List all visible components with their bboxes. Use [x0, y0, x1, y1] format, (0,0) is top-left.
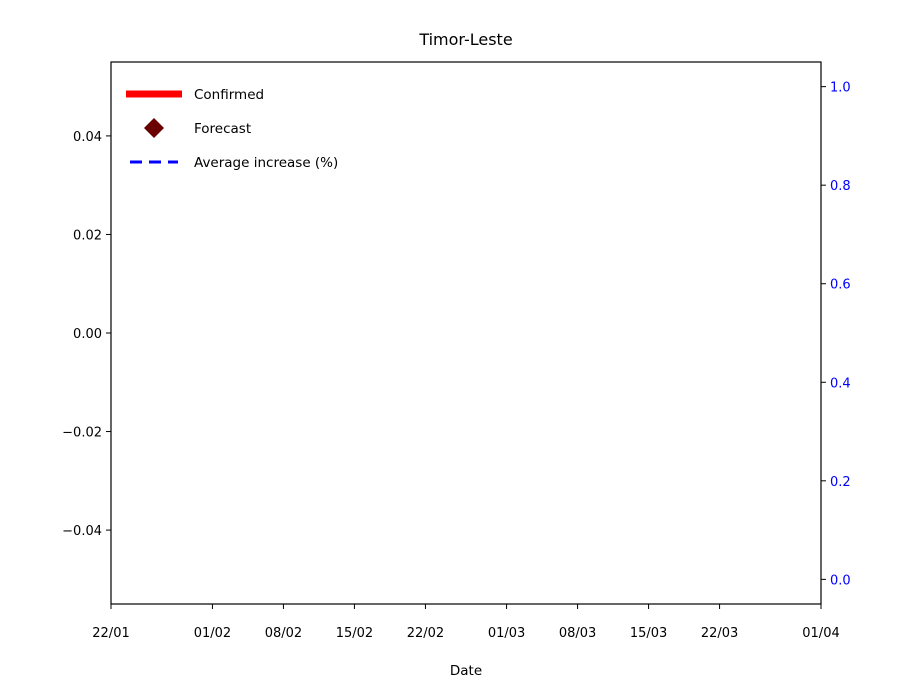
right-y-tick-label: 0.6 — [830, 278, 851, 293]
right-y-tick-label: 0.4 — [830, 376, 851, 391]
x-axis: 22/01 01/02 08/02 15/02 22/02 01/03 08/03 15/03… — [92, 604, 840, 641]
x-tick-label: 22/01 — [92, 626, 129, 641]
x-tick-label: 08/03 — [559, 626, 596, 641]
left-y-tick-label: 0.04 — [73, 130, 102, 145]
legend: Confirmed Forecast Average increase (%) — [126, 87, 338, 171]
right-y-tick-label: 0.0 — [830, 573, 851, 588]
legend-item: Confirmed — [126, 87, 264, 103]
left-y-tick-label: −0.04 — [62, 524, 102, 539]
x-axis-label: Date — [450, 663, 482, 679]
legend-item: Forecast — [144, 118, 251, 138]
right-y-axis: 0.0 0.2 0.4 0.6 0.8 1.0 — [821, 81, 851, 588]
x-tick-label: 01/02 — [194, 626, 231, 641]
left-y-tick-label: 0.02 — [73, 228, 102, 243]
right-y-tick-label: 0.2 — [830, 475, 851, 490]
chart-title: Timor-Leste — [418, 30, 512, 49]
legend-label: Forecast — [194, 121, 251, 137]
legend-swatch-forecast — [144, 118, 164, 138]
left-y-tick-label: 0.00 — [73, 327, 102, 342]
right-y-tick-label: 0.8 — [830, 179, 851, 194]
x-tick-label: 15/03 — [630, 626, 667, 641]
legend-label: Confirmed — [194, 87, 264, 103]
right-y-tick-label: 1.0 — [830, 81, 851, 96]
legend-label: Average increase (%) — [194, 155, 338, 171]
x-tick-label: 01/04 — [802, 626, 839, 641]
x-tick-label: 15/02 — [336, 626, 373, 641]
x-tick-label: 01/03 — [488, 626, 525, 641]
x-tick-label: 08/02 — [265, 626, 302, 641]
x-tick-label: 22/02 — [407, 626, 444, 641]
legend-item: Average increase (%) — [130, 155, 338, 171]
left-y-tick-label: −0.02 — [62, 426, 102, 441]
x-tick-label: 22/03 — [701, 626, 738, 641]
left-y-axis: −0.04 −0.02 0.00 0.02 0.04 — [62, 130, 111, 539]
